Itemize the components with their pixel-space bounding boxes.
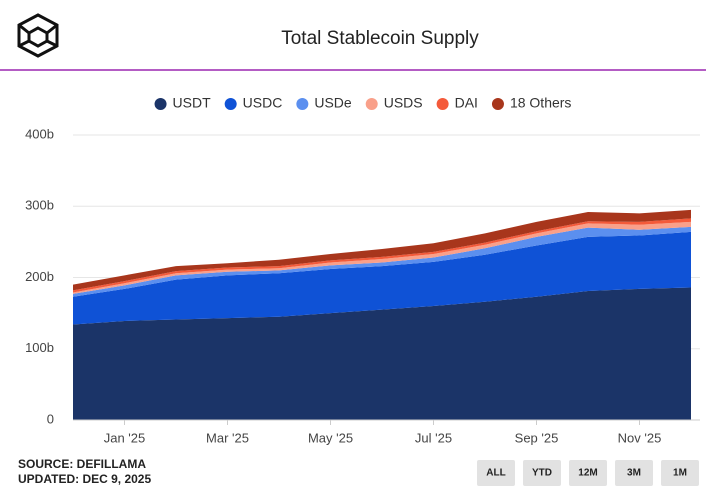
range-button[interactable]: 1M	[661, 460, 699, 486]
legend-swatch	[491, 98, 504, 110]
legend-label: USDC	[243, 95, 283, 111]
legend-label: USDT	[173, 95, 212, 111]
logo	[17, 13, 59, 58]
x-tick-label: May '25	[308, 430, 353, 445]
legend-label: 18 Others	[510, 95, 571, 111]
y-tick-label: 200b	[25, 269, 54, 284]
y-tick-label: 300b	[25, 198, 54, 213]
legend-swatch	[154, 98, 167, 110]
range-button[interactable]: 3M	[615, 460, 653, 486]
legend-swatch	[296, 98, 309, 110]
button-bg	[615, 460, 653, 486]
button-label: ALL	[486, 468, 505, 479]
button-bg	[523, 460, 561, 486]
legend-item[interactable]: USDe	[296, 95, 352, 111]
button-label: 3M	[627, 468, 641, 479]
legend-swatch	[224, 98, 237, 110]
range-buttons: ALL YTD 12M 3M 1M	[477, 460, 699, 486]
area	[73, 226, 691, 297]
legend-item[interactable]: USDT	[154, 95, 212, 111]
chart-title: Total Stablecoin Supply	[281, 28, 479, 49]
y-tick-label: 100b	[25, 340, 54, 355]
source: SOURCE: DEFILLAMA	[18, 457, 146, 471]
legend: USDT USDC USDe USDS DAI 18 Others	[154, 95, 571, 111]
legend-item[interactable]: DAI	[436, 95, 478, 111]
updated: UPDATED: DEC 9, 2025	[18, 472, 151, 486]
x-tick-label: Jul '25	[415, 430, 452, 445]
button-label: 12M	[578, 468, 597, 479]
x-tick-label: Jan '25	[104, 430, 146, 445]
area	[73, 221, 691, 294]
range-button[interactable]: 12M	[569, 460, 607, 486]
button-label: YTD	[532, 468, 552, 479]
plot: 0 100b 200b 300b 400b Jan '25 Mar '25 May '25 Ju…	[25, 126, 700, 445]
y-tick-label: 400b	[25, 126, 54, 141]
button-bg	[569, 460, 607, 486]
area	[73, 231, 691, 325]
range-button[interactable]: ALL	[477, 460, 515, 486]
legend-swatch	[365, 98, 378, 110]
x-tick-label: Nov '25	[618, 430, 662, 445]
x-tick-label: Mar '25	[206, 430, 249, 445]
button-label: 1M	[673, 468, 687, 479]
range-button[interactable]: YTD	[523, 460, 561, 486]
y-tick-label: 0	[47, 411, 54, 426]
x-tick-label: Sep '25	[515, 430, 559, 445]
legend-item[interactable]: USDC	[224, 95, 283, 111]
button-bg	[477, 460, 515, 486]
legend-label: USDS	[384, 95, 423, 111]
legend-swatch	[436, 98, 449, 110]
legend-item[interactable]: USDS	[365, 95, 423, 111]
legend-label: USDe	[314, 95, 352, 111]
legend-item[interactable]: 18 Others	[491, 95, 571, 111]
area	[73, 209, 691, 291]
legend-label: DAI	[455, 95, 478, 111]
area	[73, 287, 691, 420]
button-bg	[661, 460, 699, 486]
